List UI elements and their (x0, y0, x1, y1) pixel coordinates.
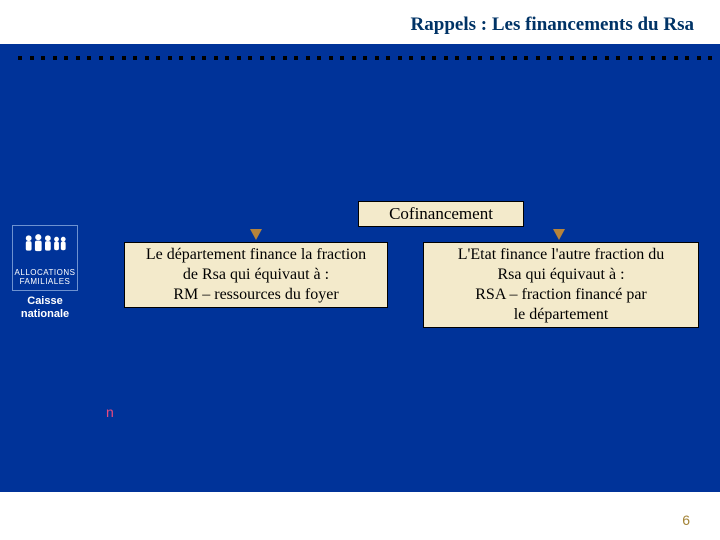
logo-caption: Caisse nationale (6, 295, 84, 321)
separator-dot (248, 56, 252, 60)
separator-dot (329, 56, 333, 60)
separator-dot (444, 56, 448, 60)
etat-box: L'Etat finance l'autre fraction du Rsa q… (423, 242, 699, 328)
separator-dot (87, 56, 91, 60)
page-number: 6 (682, 512, 690, 528)
separator-dot (225, 56, 229, 60)
separator-dot (64, 56, 68, 60)
separator-dot (168, 56, 172, 60)
cofinancement-box: Cofinancement (358, 201, 524, 227)
logo-caption-line1: Caisse (6, 295, 84, 308)
departement-line3: RM – ressources du foyer (133, 285, 379, 305)
separator-dot (421, 56, 425, 60)
logo-text: ALLOCATIONS FAMILIALES (13, 268, 77, 286)
cofinancement-label: Cofinancement (367, 203, 515, 224)
separator-dot (271, 56, 275, 60)
logo-people-icon (21, 232, 69, 254)
allocations-familiales-logo: ALLOCATIONS FAMILIALES (12, 225, 78, 291)
logo-caption-line2: nationale (6, 308, 84, 321)
separator-dot (708, 56, 712, 60)
separator-dot (375, 56, 379, 60)
separator-dot (122, 56, 126, 60)
separator-dot (18, 56, 22, 60)
separator-dot (639, 56, 643, 60)
separator-dot (467, 56, 471, 60)
separator-dot (662, 56, 666, 60)
separator-dot (536, 56, 540, 60)
separator-dot (156, 56, 160, 60)
separator-dot (398, 56, 402, 60)
separator-dot (214, 56, 218, 60)
separator-dot (99, 56, 103, 60)
separator-dot (386, 56, 390, 60)
separator-dot (685, 56, 689, 60)
logo-text-line2: FAMILIALES (13, 277, 77, 286)
separator-dot (237, 56, 241, 60)
logo-text-line1: ALLOCATIONS (13, 268, 77, 277)
separator-dot (513, 56, 517, 60)
departement-box: Le département finance la fraction de Rs… (124, 242, 388, 308)
n-mark: n (106, 404, 114, 420)
separator-dot (570, 56, 574, 60)
arrow-to-left-box (250, 229, 262, 240)
separator-dot (674, 56, 678, 60)
separator-dot (340, 56, 344, 60)
separator-dot (145, 56, 149, 60)
separator-dot (547, 56, 551, 60)
dot-separator (0, 56, 720, 60)
separator-dot (582, 56, 586, 60)
separator-dot (697, 56, 701, 60)
separator-dot (651, 56, 655, 60)
separator-dot (76, 56, 80, 60)
separator-dot (283, 56, 287, 60)
etat-line2: Rsa qui équivaut à : (432, 265, 690, 285)
separator-dot (352, 56, 356, 60)
separator-dot (501, 56, 505, 60)
separator-dot (179, 56, 183, 60)
separator-dot (53, 56, 57, 60)
separator-dot (605, 56, 609, 60)
separator-dot (455, 56, 459, 60)
separator-dot (409, 56, 413, 60)
separator-dot (432, 56, 436, 60)
etat-line1: L'Etat finance l'autre fraction du (432, 245, 690, 265)
separator-dot (294, 56, 298, 60)
separator-dot (202, 56, 206, 60)
separator-dot (191, 56, 195, 60)
separator-dot (490, 56, 494, 60)
separator-dot (593, 56, 597, 60)
separator-dot (260, 56, 264, 60)
separator-dot (317, 56, 321, 60)
arrow-to-right-box (553, 229, 565, 240)
separator-dot (478, 56, 482, 60)
separator-dot (30, 56, 34, 60)
slide-title: Rappels : Les financements du Rsa (411, 14, 694, 36)
separator-dot (41, 56, 45, 60)
etat-line4: le département (432, 305, 690, 325)
separator-dot (559, 56, 563, 60)
departement-line2: de Rsa qui équivaut à : (133, 265, 379, 285)
departement-line1: Le département finance la fraction (133, 245, 379, 265)
etat-line3: RSA – fraction financé par (432, 285, 690, 305)
logo-block: ALLOCATIONS FAMILIALES Caisse nationale (6, 225, 84, 321)
separator-dot (616, 56, 620, 60)
separator-dot (363, 56, 367, 60)
separator-dot (133, 56, 137, 60)
separator-dot (306, 56, 310, 60)
separator-dot (110, 56, 114, 60)
separator-dot (524, 56, 528, 60)
separator-dot (628, 56, 632, 60)
